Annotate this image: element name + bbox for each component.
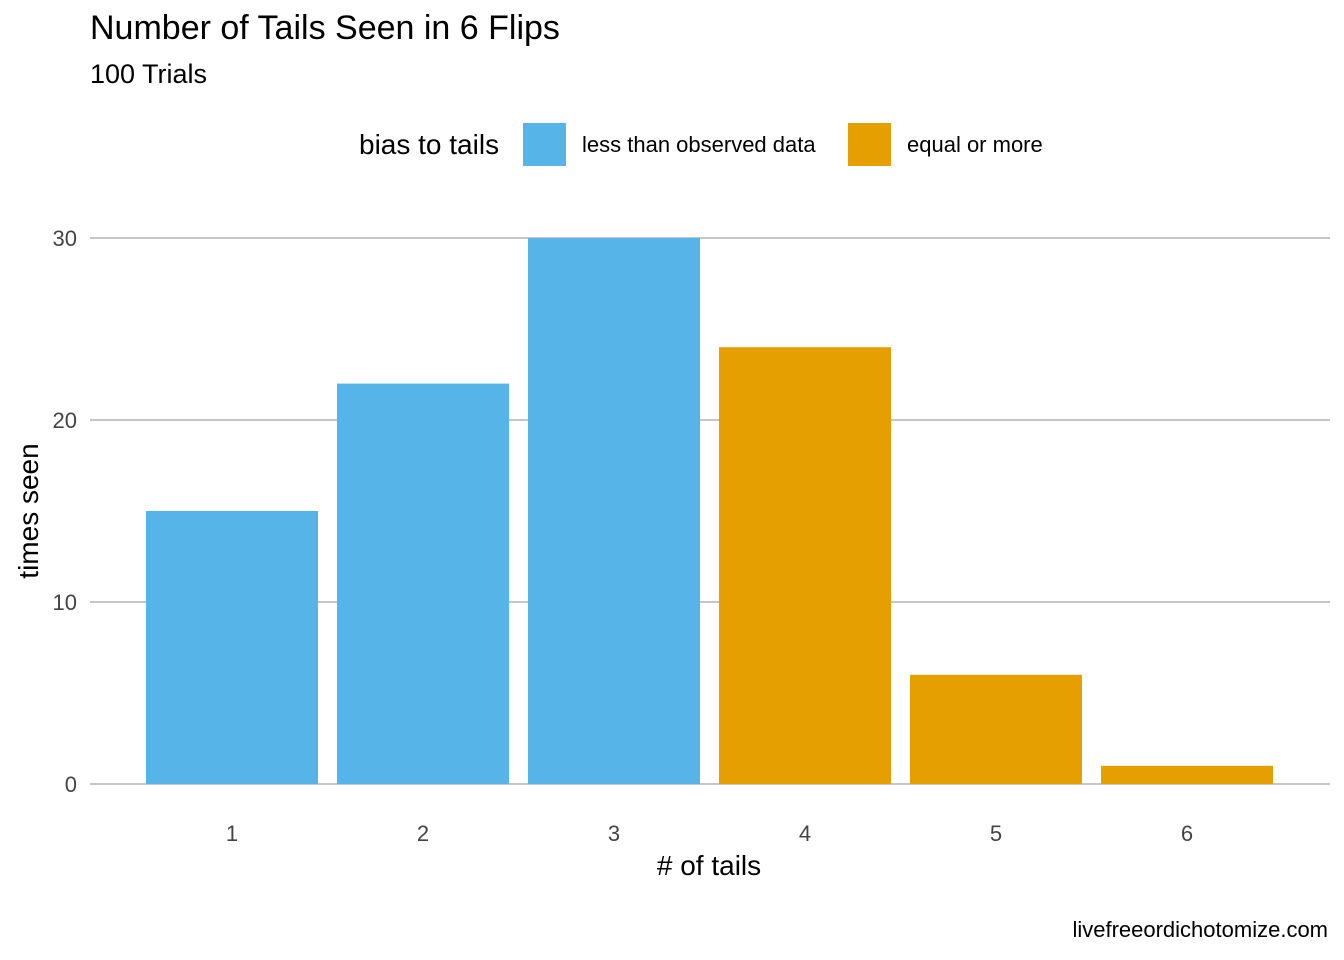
legend-swatch-equal-or-more [848, 123, 891, 166]
bar-1 [146, 511, 318, 784]
bar-3 [528, 238, 700, 784]
x-tick-label: 4 [799, 821, 811, 846]
legend: bias to tails less than observed data eq… [0, 122, 1344, 168]
bar-4 [719, 347, 891, 784]
x-tick-label: 3 [608, 821, 620, 846]
y-tick-label: 10 [53, 590, 77, 615]
bar-5 [910, 674, 1082, 784]
legend-swatch-less-than-observed [523, 123, 566, 166]
chart-caption: livefreeordichotomize.com [1072, 917, 1328, 942]
x-tick-label: 5 [990, 821, 1002, 846]
legend-label-equal-or-more: equal or more [907, 132, 1043, 157]
bar-6 [1101, 765, 1273, 784]
bar-2 [337, 383, 509, 784]
y-tick-label: 0 [65, 772, 77, 797]
y-tick-label: 30 [53, 226, 77, 251]
chart-subtitle: 100 Trials [90, 59, 208, 89]
y-axis-title: times seen [13, 443, 44, 578]
legend-label-less-than-observed: less than observed data [582, 132, 816, 157]
x-tick-label: 1 [226, 821, 238, 846]
x-tick-labels: 1 2 3 4 5 6 [226, 821, 1193, 846]
y-tick-labels: 0 10 20 30 [53, 226, 77, 797]
legend-title: bias to tails [359, 129, 500, 160]
bar-layer [146, 238, 1273, 784]
x-tick-label: 2 [417, 821, 429, 846]
x-tick-label: 6 [1181, 821, 1193, 846]
chart-title: Number of Tails Seen in 6 Flips [90, 9, 560, 47]
y-tick-label: 20 [53, 408, 77, 433]
x-axis-title: # of tails [657, 850, 761, 881]
